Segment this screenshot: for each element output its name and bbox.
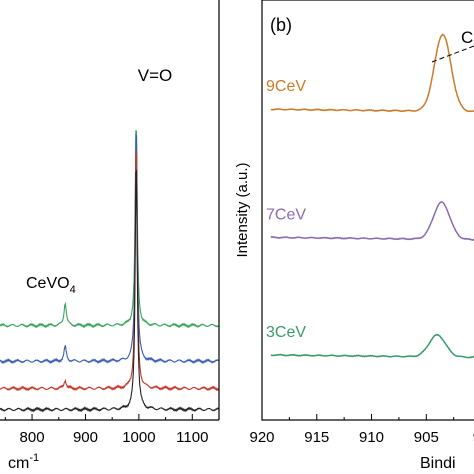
annotation-v-o: V=O bbox=[138, 66, 173, 85]
panel-b-series bbox=[270, 33, 474, 359]
panel-a-series-line bbox=[0, 169, 220, 413]
panel-b-series-names: 9CeV 7CeV 3CeV bbox=[266, 78, 306, 341]
panel-b: 920 915 910 905 90 (b) C Intensity (a.u.) Bi… bbox=[234, 0, 474, 472]
panel-b-series-line bbox=[270, 33, 474, 113]
panel-b-x-tick-label: 905 bbox=[414, 429, 439, 446]
panel-a-x-tick-label: 1100 bbox=[176, 429, 208, 446]
panel-b-x-axis-label: Bindi bbox=[420, 455, 456, 472]
panel-b-series-line bbox=[270, 333, 474, 359]
panel-b-x-tick-label: 920 bbox=[249, 429, 274, 446]
panel-b-x-tick-label: 90 bbox=[473, 429, 474, 446]
panel-b-series-name: 7CeV bbox=[266, 206, 306, 223]
panel-b-series-name: 9CeV bbox=[266, 78, 306, 95]
panel-b-x-tick-label: 915 bbox=[304, 429, 329, 446]
panel-a: 800 900 1000 1100 V=O CeVO4 cm-1 bbox=[0, 0, 220, 472]
panel-b-series-name: 3CeV bbox=[266, 324, 306, 341]
panel-a-series-line bbox=[0, 133, 219, 365]
panel-b-frame bbox=[261, 0, 474, 421]
panel-b-label: (b) bbox=[270, 15, 292, 35]
panel-a-x-axis-label: cm-1 bbox=[8, 452, 39, 472]
panel-a-x-tick-label: 900 bbox=[73, 429, 98, 446]
panel-a-x-tick-label: 800 bbox=[20, 429, 45, 446]
panel-b-x-tick-label: 910 bbox=[359, 429, 384, 446]
panel-a-series-line bbox=[0, 151, 220, 392]
panel-a-axes bbox=[0, 0, 220, 421]
panel-a-ticks: 800 900 1000 1100 bbox=[4, 414, 208, 446]
panel-a-series-line bbox=[0, 130, 219, 329]
panel-b-y-axis-label: Intensity (a.u.) bbox=[234, 162, 251, 257]
panel-b-dashed-guide bbox=[431, 45, 474, 63]
panel-b-corner-label: C bbox=[461, 28, 473, 47]
panel-a-x-tick-label: 1000 bbox=[122, 429, 155, 446]
panel-b-ticks: 920 915 910 905 90 bbox=[249, 414, 474, 446]
panel-b-series-line bbox=[270, 201, 474, 242]
annotation-cevo4: CeVO4 bbox=[26, 275, 76, 296]
panel-a-series bbox=[0, 130, 220, 413]
